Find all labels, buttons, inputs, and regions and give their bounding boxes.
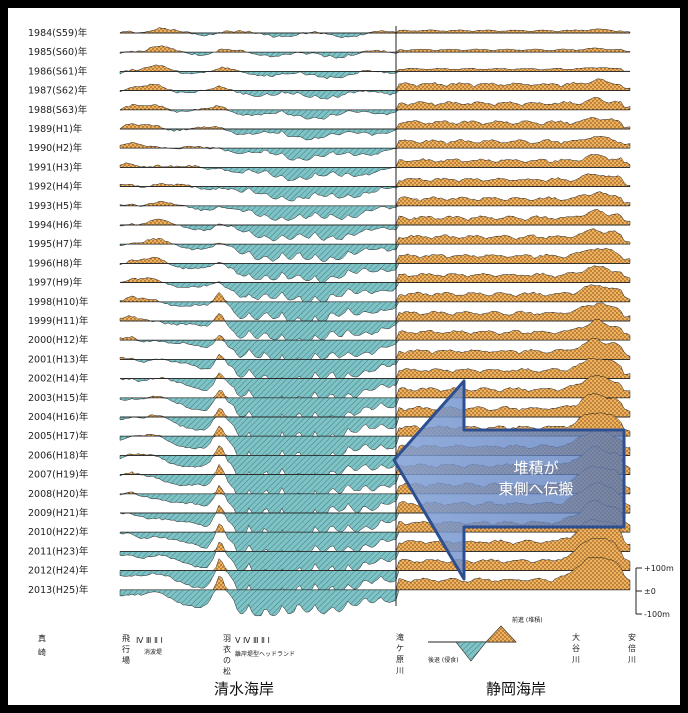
label-takigahara-2: ケ xyxy=(396,644,404,653)
scale-zero: ±0 xyxy=(644,587,656,596)
legend-erosion-label: 後退 (侵食) xyxy=(428,656,459,664)
year-label: 1984(S59)年 xyxy=(28,27,88,39)
legend: 前進 (堆積) 後退 (侵食) xyxy=(428,616,543,664)
year-label: 2001(H13)年 xyxy=(28,353,89,365)
erosion-area xyxy=(119,71,630,80)
label-ooya-2: 谷 xyxy=(572,644,580,653)
accretion-area xyxy=(119,135,631,149)
year-label: 1994(H6)年 xyxy=(28,219,83,231)
erosion-area xyxy=(120,128,630,141)
year-label: 1991(H3)年 xyxy=(28,161,83,173)
scale-bar: +100m ±0 -100m xyxy=(635,564,674,619)
year-label: 2011(H23)年 xyxy=(28,545,89,557)
label-ooya-3: 川 xyxy=(572,655,580,664)
label-takigahara-1: 滝 xyxy=(396,632,404,642)
arrow-text-line2: 東側へ伝搬 xyxy=(498,480,573,498)
year-label: 2004(H16)年 xyxy=(28,411,89,423)
label-hikojo-2: 行 xyxy=(122,644,130,654)
accretion-area xyxy=(120,45,631,53)
erosion-area xyxy=(120,147,630,161)
coast-label-shimizu: 清水海岸 xyxy=(214,680,274,698)
erosion-area xyxy=(119,90,630,100)
accretion-area xyxy=(119,191,631,207)
accretion-area xyxy=(119,27,631,34)
year-label: 1986(S61)年 xyxy=(28,65,88,77)
year-label: 2009(H21)年 xyxy=(28,507,89,519)
accretion-area xyxy=(119,117,631,130)
landmark-labels: 真 崎 飛 行 場 Ⅳ Ⅲ Ⅱ Ⅰ 消波堤 羽 衣 の 松 Ⅴ Ⅳ Ⅲ Ⅱ Ⅰ … xyxy=(38,632,636,676)
label-abe-3: 川 xyxy=(628,655,636,664)
arrow-shape xyxy=(392,379,626,581)
propagation-arrow: 堆積が 東側へ伝搬 xyxy=(392,379,626,581)
accretion-area xyxy=(119,173,631,187)
arrow-text-line1: 堆積が xyxy=(513,459,558,477)
year-label: 1999(H11)年 xyxy=(28,315,89,327)
accretion-area xyxy=(120,64,631,72)
accretion-area xyxy=(120,208,631,226)
year-label: 2012(H24)年 xyxy=(28,565,89,577)
erosion-area xyxy=(120,205,630,221)
year-label: 1995(H7)年 xyxy=(28,238,83,250)
label-takigahara-3: 原 xyxy=(396,655,404,664)
year-label: 1990(H2)年 xyxy=(28,142,83,154)
year-label: 1996(H8)年 xyxy=(28,257,83,269)
accretion-area xyxy=(120,228,631,245)
accretion-area xyxy=(119,154,631,168)
label-masaki-2: 崎 xyxy=(38,647,46,657)
erosion-area xyxy=(120,32,630,39)
year-label: 1987(S62)年 xyxy=(28,85,88,97)
year-label: 2002(H14)年 xyxy=(28,373,89,385)
year-label: 1988(S63)年 xyxy=(28,104,88,116)
year-label: 1985(S60)年 xyxy=(28,46,88,58)
label-hikojo-1: 飛 xyxy=(122,634,130,643)
year-label: 1997(H9)年 xyxy=(28,277,83,289)
year-label: 1998(H10)年 xyxy=(28,296,89,308)
label-takigahara-4: 川 xyxy=(396,666,404,675)
erosion-area xyxy=(119,589,630,617)
label-hagoromo-3: の xyxy=(223,656,231,665)
label-masaki-1: 真 xyxy=(38,633,46,643)
label-hikojo-3: 場 xyxy=(122,655,130,665)
year-label: 2007(H19)年 xyxy=(28,469,89,481)
year-label: 2000(H12)年 xyxy=(28,334,89,346)
legend-erosion-swatch xyxy=(455,641,487,662)
year-label: 2013(H25)年 xyxy=(28,584,89,596)
label-headland-roman: Ⅴ Ⅳ Ⅲ Ⅱ Ⅰ xyxy=(235,636,270,645)
label-abe-1: 安 xyxy=(628,632,636,642)
year-label: 2008(H20)年 xyxy=(28,488,89,500)
label-abe-2: 倍 xyxy=(628,643,636,653)
label-groin-roman: Ⅳ Ⅲ Ⅱ Ⅰ xyxy=(136,636,163,645)
accretion-area xyxy=(120,247,631,264)
accretion-area xyxy=(119,97,631,111)
label-groin-text: 消波堤 xyxy=(144,648,162,656)
erosion-area xyxy=(119,109,630,120)
year-label: 2003(H15)年 xyxy=(28,392,89,404)
label-hagoromo-1: 羽 xyxy=(223,634,231,643)
erosion-area xyxy=(119,51,630,59)
scale-minus: -100m xyxy=(644,610,670,619)
legend-accretion-swatch xyxy=(485,625,517,643)
legend-accretion-label: 前進 (堆積) xyxy=(512,616,543,624)
label-ooya-1: 大 xyxy=(572,632,580,642)
label-headland-text: 離岸堤型ヘッドランド xyxy=(235,650,295,658)
scale-plus: +100m xyxy=(644,564,674,573)
coast-label-shizuoka: 静岡海岸 xyxy=(486,680,546,698)
year-label: 2010(H22)年 xyxy=(28,526,89,538)
year-label: 1989(H1)年 xyxy=(28,123,83,135)
year-label: 2005(H17)年 xyxy=(28,430,89,442)
year-label: 1993(H5)年 xyxy=(28,200,83,212)
label-hagoromo-4: 松 xyxy=(223,666,231,676)
accretion-area xyxy=(119,78,631,91)
shoreline-change-chart: 1984(S59)年 1985(S60)年 1986(S61)年 1987(S62)年… xyxy=(28,26,674,698)
year-label: 2006(H18)年 xyxy=(28,449,89,461)
year-label: 1992(H4)年 xyxy=(28,181,83,193)
label-hagoromo-2: 衣 xyxy=(223,644,231,654)
